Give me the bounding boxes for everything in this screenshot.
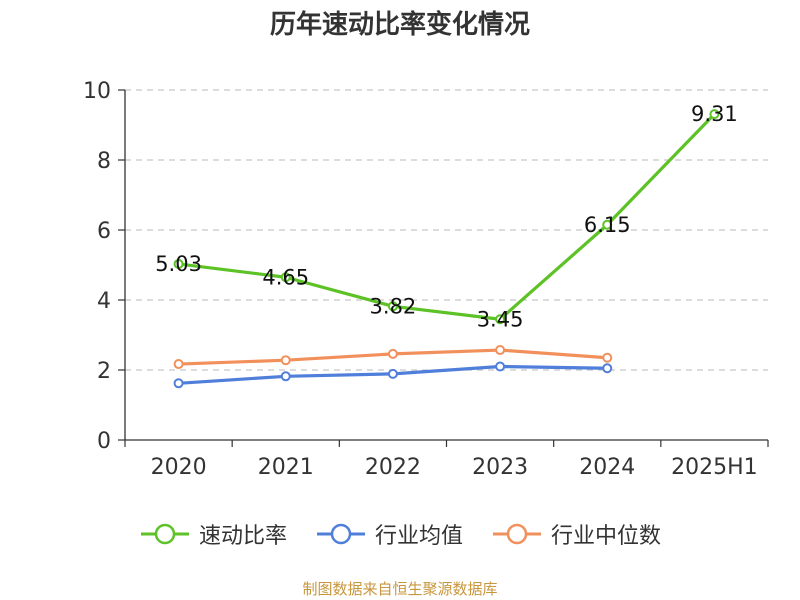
x-tick-label: 2024 <box>579 455 635 480</box>
data-label: 4.65 <box>262 265 309 289</box>
data-label: 9.31 <box>691 102 738 126</box>
x-tick-label: 2021 <box>258 455 314 480</box>
series-line <box>178 113 716 321</box>
data-point <box>387 368 398 379</box>
legend-marker-icon <box>316 523 365 545</box>
legend-item[interactable]: 行业均值 <box>315 518 463 550</box>
data-point <box>387 348 398 359</box>
legend-label: 行业中位数 <box>551 524 662 549</box>
data-point <box>280 355 291 366</box>
data-point <box>709 109 720 120</box>
series-lines <box>173 109 720 389</box>
grid-lines <box>125 89 768 371</box>
data-label: 3.82 <box>370 294 417 318</box>
data-point <box>387 301 398 312</box>
x-tick-label: 2023 <box>472 455 528 480</box>
legend-item[interactable]: 速动比率 <box>139 518 287 550</box>
axes: 0 2 4 6 8 10 2020 2021 2022 2023 2024 2025H1 <box>83 79 769 480</box>
legend-marker-icon <box>140 523 189 545</box>
data-point <box>495 314 506 325</box>
legend-label: 速动比率 <box>198 524 287 549</box>
data-point <box>602 352 613 363</box>
data-point <box>602 219 613 230</box>
data-point <box>280 272 291 283</box>
y-tick-label: 4 <box>97 289 111 314</box>
legend: 速动比率 行业均值 行业中位数 <box>0 518 800 550</box>
legend-item[interactable]: 行业中位数 <box>491 518 661 550</box>
data-point <box>173 359 184 370</box>
data-point <box>173 258 184 269</box>
chart-title: 历年速动比率变化情况 <box>269 10 530 40</box>
x-tick-label: 2025H1 <box>671 455 758 480</box>
y-tick-label: 10 <box>83 79 111 104</box>
data-point <box>173 378 184 389</box>
legend-marker-icon <box>493 523 541 545</box>
data-label: 5.03 <box>155 252 202 276</box>
data-label: 3.45 <box>477 307 524 331</box>
y-tick-label: 6 <box>97 219 111 244</box>
data-point <box>602 363 613 374</box>
data-label: 6.15 <box>584 213 631 237</box>
y-tick-label: 0 <box>97 429 111 454</box>
legend-label: 行业均值 <box>374 524 463 549</box>
source-note: 制图数据来自恒生聚源数据库 <box>302 580 498 598</box>
data-point <box>495 361 506 372</box>
data-point <box>495 345 506 356</box>
x-tick-label: 2022 <box>365 455 421 480</box>
data-point <box>280 371 291 382</box>
y-tick-label: 2 <box>97 359 111 384</box>
y-tick-label: 8 <box>97 149 111 174</box>
data-labels: 5.03 4.65 3.82 3.45 6.15 9.31 <box>155 102 738 331</box>
x-tick-label: 2020 <box>151 455 207 480</box>
